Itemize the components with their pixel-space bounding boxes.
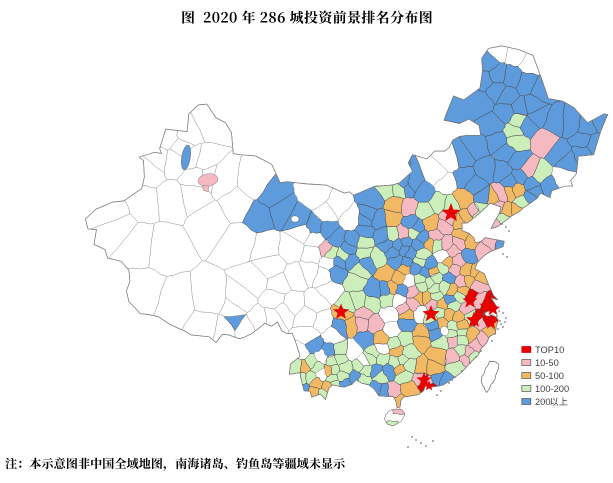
svg-text:10-50: 10-50 <box>535 358 559 368</box>
svg-text:100-200: 100-200 <box>535 384 569 394</box>
svg-text:200: 200 <box>535 397 551 407</box>
svg-text:TOP10: TOP10 <box>535 345 564 355</box>
svg-text:50-100: 50-100 <box>535 371 564 381</box>
